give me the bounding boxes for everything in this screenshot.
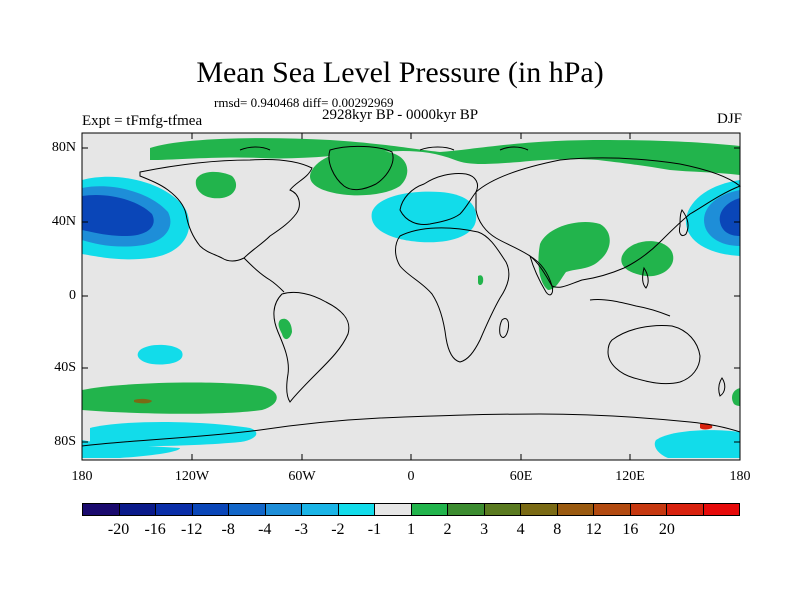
colorbar-swatch <box>703 504 739 515</box>
coastline-greenland <box>328 145 394 191</box>
lat-label-0: 0 <box>69 288 76 303</box>
europe-negative-region <box>371 191 477 243</box>
pacific-east-blue-core <box>719 198 740 236</box>
colorbar-label: 20 <box>658 521 675 538</box>
greenland-positive-region <box>310 150 408 196</box>
colorbar-label: -8 <box>221 521 235 538</box>
arctic-positive-region <box>150 138 740 175</box>
colorbar-swatch <box>484 504 521 515</box>
colorbar-label: -2 <box>331 521 345 538</box>
coastline-asia <box>475 157 741 288</box>
period-text: 2928kyr BP - 0000kyr BP <box>322 107 479 123</box>
coastline-india <box>529 254 553 296</box>
anomaly-regions <box>82 138 740 458</box>
season-label: DJF <box>716 111 742 127</box>
coastline-south-america <box>273 291 350 403</box>
coastline-north-america <box>139 159 313 262</box>
southern-ocean-brown-spot <box>134 398 152 404</box>
colorbar-label: 12 <box>585 521 602 538</box>
colorbar-label: -1 <box>367 521 382 538</box>
canada-positive-region <box>195 171 237 199</box>
asia-positive-region <box>538 222 610 290</box>
colorbar-swatch <box>338 504 375 515</box>
colorbar-swatch <box>630 504 667 515</box>
lon-label-120w: 120W <box>174 469 210 484</box>
colorbar-swatch <box>192 504 229 515</box>
antarctic-negative-west <box>90 422 257 447</box>
colorbar-label: -20 <box>107 521 130 538</box>
colorbar-label: 16 <box>622 521 639 538</box>
lon-label-120e: 120E <box>615 469 645 484</box>
colorbar-swatch <box>229 504 266 515</box>
colorbar-swatch <box>521 504 558 515</box>
east-edge-positive-spot <box>732 388 740 406</box>
coastline-new-zealand <box>718 377 726 397</box>
colorbar <box>82 503 740 516</box>
lon-label-180w: 180 <box>71 469 93 484</box>
colorbar-swatch <box>667 504 704 515</box>
lat-label-40n: 40N <box>51 214 76 229</box>
coastline-arctic-islands <box>239 146 529 151</box>
coastline-central-america <box>243 257 285 293</box>
coastline-japan <box>679 209 689 237</box>
colorbar-label: 3 <box>480 521 489 538</box>
coastline-indonesia <box>589 299 671 317</box>
colorbar-swatch <box>411 504 448 515</box>
colorbar-swatch <box>156 504 193 515</box>
colorbar-label: -3 <box>294 521 308 538</box>
lat-label-80n: 80N <box>51 140 76 155</box>
map-title: Mean Sea Level Pressure (in hPa) <box>196 56 604 89</box>
coastline-australia <box>607 325 701 385</box>
south-america-positive-region <box>278 318 292 340</box>
lon-label-60e: 60E <box>509 469 533 484</box>
lon-label-60w: 60W <box>288 469 316 484</box>
colorbar-swatch <box>375 504 412 515</box>
colorbar-swatch <box>302 504 339 515</box>
colorbar-label: -16 <box>144 521 166 538</box>
lon-label-0: 0 <box>407 469 415 484</box>
southern-ocean-positive-band <box>82 382 277 414</box>
antarctic-negative-east <box>654 430 740 458</box>
lat-label-40s: 40S <box>54 360 76 375</box>
lat-label-80s: 80S <box>54 434 76 449</box>
antarctic-negative-edge <box>82 440 180 458</box>
colorbar-label: 2 <box>443 521 452 538</box>
colorbar-label: 1 <box>407 521 415 538</box>
stats-text: rmsd= 0.940468 diff= 0.00292969 <box>214 95 394 110</box>
lon-label-180e: 180 <box>729 469 751 484</box>
east-asia-positive-region <box>621 241 674 277</box>
coastline-antarctica <box>81 413 741 447</box>
colorbar-swatch <box>119 504 156 515</box>
colorbar-label: 8 <box>553 521 562 538</box>
experiment-label: Expt = tFmfg-tfmea <box>82 113 203 129</box>
colorbar-swatch <box>557 504 594 515</box>
coastlines <box>81 145 741 447</box>
south-pacific-negative-spot <box>137 344 183 365</box>
coastline-madagascar <box>499 317 509 338</box>
colorbar-swatch <box>448 504 485 515</box>
coastline-africa <box>395 227 510 363</box>
colorbar-swatch <box>83 504 120 515</box>
colorbar-label: -12 <box>180 521 203 538</box>
pacific-west-blue-core <box>82 194 154 236</box>
africa-positive-spot <box>478 275 484 285</box>
colorbar-swatch <box>265 504 302 515</box>
colorbar-label: -4 <box>258 521 272 538</box>
axis-ticks <box>82 133 740 460</box>
colorbar-label: 4 <box>516 521 525 538</box>
coastline-philippines <box>642 266 649 289</box>
colorbar-swatch <box>594 504 631 515</box>
